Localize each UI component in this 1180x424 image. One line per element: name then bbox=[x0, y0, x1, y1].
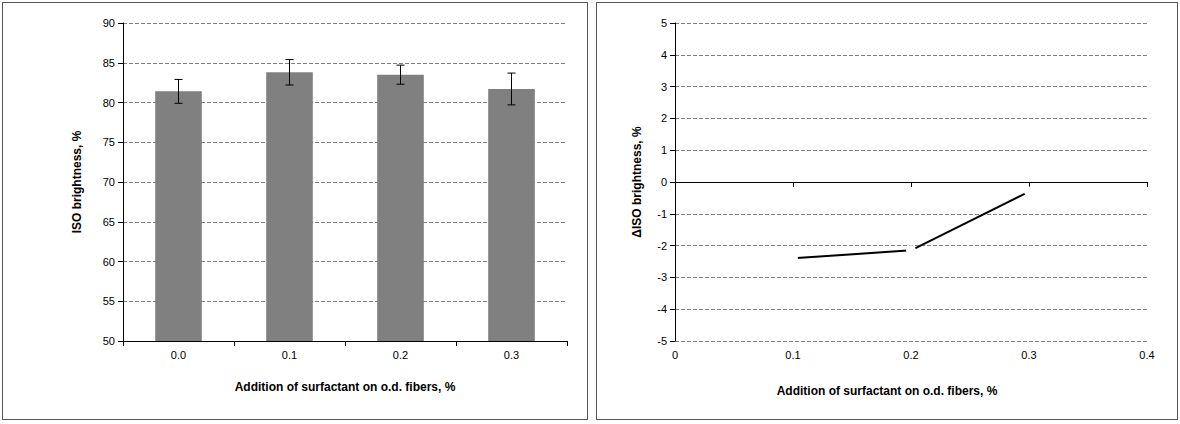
svg-text:5: 5 bbox=[661, 17, 667, 29]
svg-text:0: 0 bbox=[672, 349, 678, 361]
svg-text:2: 2 bbox=[661, 112, 667, 124]
svg-text:0.3: 0.3 bbox=[504, 349, 519, 361]
svg-text:0.4: 0.4 bbox=[1139, 349, 1154, 361]
svg-text:60: 60 bbox=[103, 256, 115, 268]
svg-text:0.2: 0.2 bbox=[393, 349, 408, 361]
svg-text:0.0: 0.0 bbox=[171, 349, 186, 361]
svg-text:75: 75 bbox=[103, 136, 115, 148]
svg-text:ΔISO brightness, %: ΔISO brightness, % bbox=[630, 126, 644, 238]
svg-text:-3: -3 bbox=[657, 271, 667, 283]
svg-text:1: 1 bbox=[661, 144, 667, 156]
svg-text:-1: -1 bbox=[657, 208, 667, 220]
svg-text:-5: -5 bbox=[657, 335, 667, 347]
svg-text:50: 50 bbox=[103, 335, 115, 347]
svg-text:0.1: 0.1 bbox=[785, 349, 800, 361]
svg-text:80: 80 bbox=[103, 97, 115, 109]
svg-text:Addition of surfactant on o.d.: Addition of surfactant on o.d. fibers, % bbox=[777, 384, 998, 398]
svg-text:0.2: 0.2 bbox=[903, 349, 918, 361]
svg-text:Addition of surfactant on o.d.: Addition of surfactant on o.d. fibers, % bbox=[235, 380, 456, 394]
svg-text:90: 90 bbox=[103, 17, 115, 29]
svg-text:0: 0 bbox=[661, 176, 667, 188]
svg-text:3: 3 bbox=[661, 81, 667, 93]
svg-text:0.3: 0.3 bbox=[1021, 349, 1036, 361]
svg-text:-4: -4 bbox=[657, 303, 667, 315]
svg-text:0.1: 0.1 bbox=[282, 349, 297, 361]
svg-text:70: 70 bbox=[103, 176, 115, 188]
svg-text:65: 65 bbox=[103, 216, 115, 228]
svg-text:-2: -2 bbox=[657, 240, 667, 252]
svg-text:55: 55 bbox=[103, 295, 115, 307]
svg-text:85: 85 bbox=[103, 57, 115, 69]
svg-text:ISO brightness, %: ISO brightness, % bbox=[70, 130, 84, 233]
svg-text:4: 4 bbox=[661, 49, 667, 61]
